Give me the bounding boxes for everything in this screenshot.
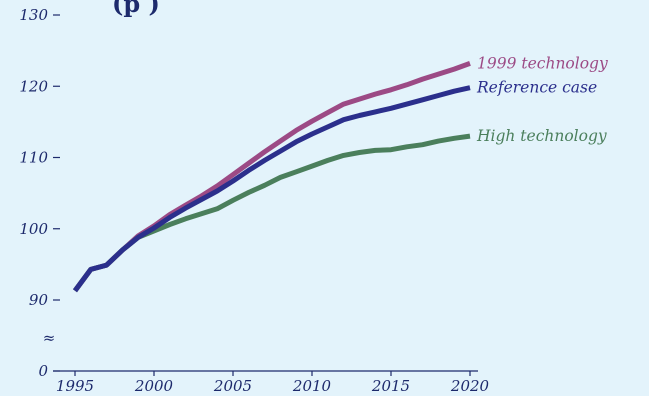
series-line-1999-technology xyxy=(72,61,471,293)
y-tick-label: 110 xyxy=(19,149,48,167)
x-tick-label: 2020 xyxy=(450,377,490,395)
x-tick-label: 2010 xyxy=(292,377,332,395)
x-tick-label: 2015 xyxy=(371,377,410,395)
x-tick-label: 1995 xyxy=(56,377,94,395)
y-tick-label: 90 xyxy=(29,291,49,309)
y-tick-label: 100 xyxy=(19,220,48,238)
chart-title-fragment: (p ) xyxy=(112,0,160,18)
y-axis-break-symbol: ≈ xyxy=(43,329,56,347)
series-lines xyxy=(72,61,471,293)
x-tick-label: 2000 xyxy=(134,377,174,395)
series-label-high-technology: High technology xyxy=(476,127,607,145)
y-axis: 0 90 100 110 120 130 ≈ xyxy=(19,6,60,380)
series-line-reference-case xyxy=(72,85,471,293)
series-line-high-technology xyxy=(72,133,471,293)
x-axis: 1995 2000 2005 2010 2015 2020 xyxy=(53,370,490,395)
series-label-1999-technology: 1999 technology xyxy=(477,54,608,72)
y-tick-label: 130 xyxy=(19,6,48,24)
series-label-reference-case: Reference case xyxy=(476,79,597,97)
y-tick-label: 0 xyxy=(38,362,48,380)
x-tick-label: 2005 xyxy=(213,377,252,395)
y-tick-label: 120 xyxy=(19,77,48,95)
series-labels: 1999 technology Reference case High techno… xyxy=(476,54,608,145)
